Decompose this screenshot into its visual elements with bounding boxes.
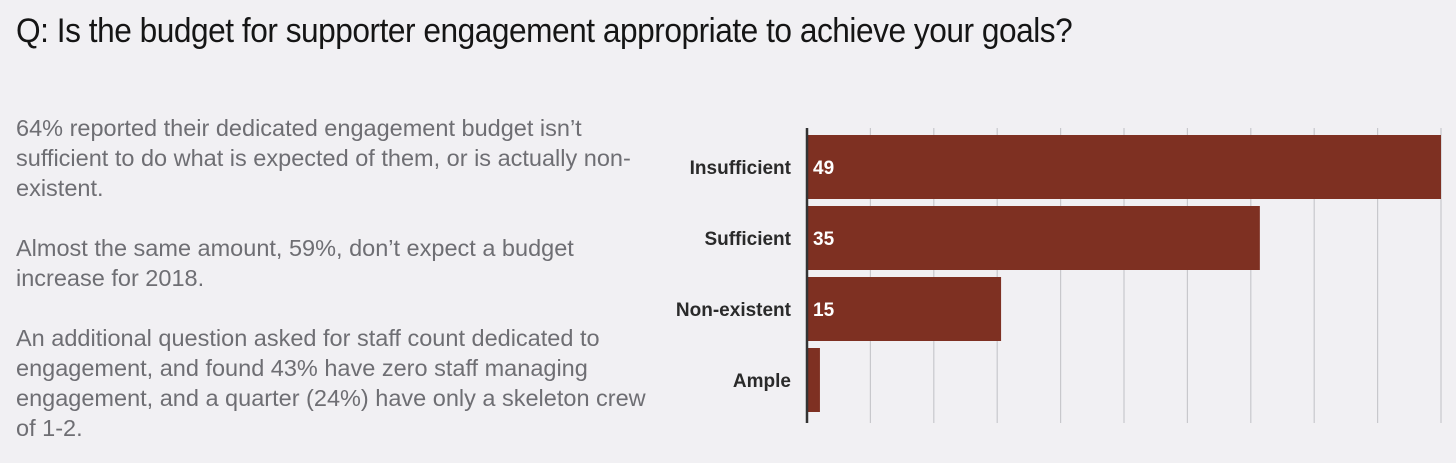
bar-insufficient: [807, 135, 1441, 199]
summary-paragraph-increase: Almost the same amount, 59%, don’t expec…: [16, 235, 574, 291]
bar-sufficient: [807, 206, 1260, 270]
summary-paragraph-budget: 64% reported their dedicated engagement …: [16, 115, 631, 201]
summary-text: 64% reported their dedicated engagement …: [16, 113, 646, 443]
summary-paragraph-staff: An additional question asked for staff c…: [16, 325, 646, 441]
budget-bar-chart: 49 Insufficient 35 Sufficient 15 Non-existent…: [640, 118, 1450, 433]
category-label-insufficient: Insufficient: [690, 158, 792, 179]
data-label-sufficient: 35: [813, 229, 835, 250]
data-label-insufficient: 49: [813, 158, 834, 179]
bar-non-existent: [807, 277, 1002, 341]
bar-chart-svg: 49 Insufficient 35 Sufficient 15 Non-existent…: [676, 128, 1442, 423]
category-label-ample: Ample: [733, 371, 791, 392]
data-label-non-existent: 15: [813, 300, 835, 321]
bar-ample: [807, 348, 820, 412]
question-title: Q: Is the budget for supporter engagemen…: [16, 12, 1073, 50]
category-label-non-existent: Non-existent: [676, 300, 792, 321]
category-label-sufficient: Sufficient: [704, 229, 791, 250]
